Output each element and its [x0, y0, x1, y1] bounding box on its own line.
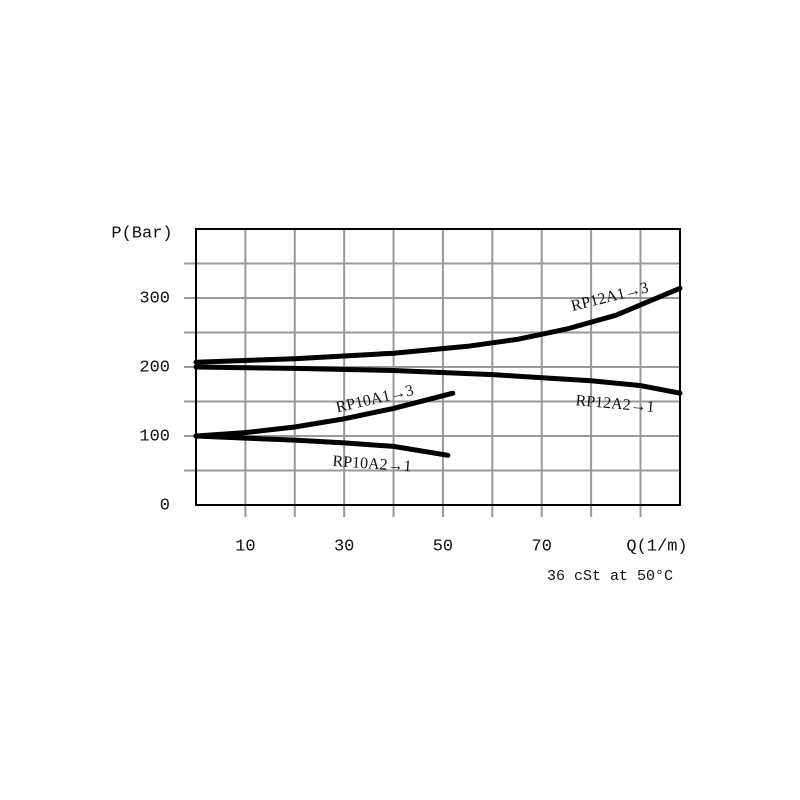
x-tick-label: 50: [433, 537, 453, 556]
x-tick-label: 30: [334, 537, 354, 556]
x-axis-label: Q(1/m): [626, 537, 687, 556]
y-axis-label: P(Bar): [111, 224, 172, 243]
y-tick-label: 0: [160, 496, 170, 515]
curve: [193, 390, 456, 439]
y-tick-label: 100: [139, 427, 170, 446]
y-tick-label: 300: [139, 289, 170, 308]
curve-label: RP10A2→1: [332, 453, 412, 475]
x-tick-label: 70: [532, 537, 552, 556]
curve-label: RP12A2→1: [575, 392, 655, 416]
x-tick-label: 10: [235, 537, 255, 556]
curve: [193, 433, 451, 458]
curve: [193, 364, 683, 396]
note: 36 cSt at 50°C: [547, 568, 673, 585]
curve: [193, 285, 683, 365]
curve-label: RP12A1→3: [569, 279, 650, 315]
y-tick-label: 200: [139, 358, 170, 377]
